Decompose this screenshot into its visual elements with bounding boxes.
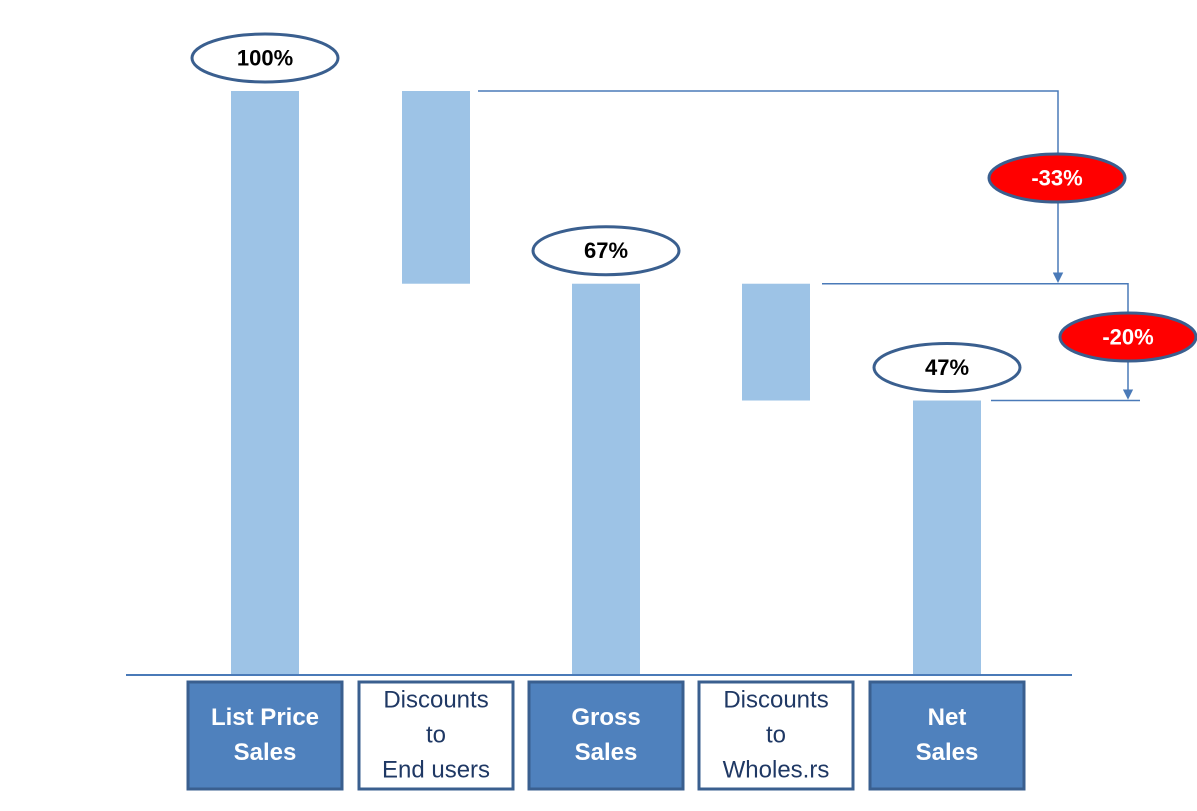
total-bar-4 <box>913 400 981 675</box>
category-label-0: List Price Sales <box>186 680 344 791</box>
value-label-text: 67% <box>584 238 628 263</box>
value-label-2: 67% <box>531 225 681 277</box>
category-label-line: Sales <box>234 739 297 766</box>
category-label-1: Discounts to End users <box>357 680 515 791</box>
category-label-line: Sales <box>575 739 638 766</box>
category-label-3: Discounts to Wholes.rs <box>697 680 855 791</box>
category-label-line: Gross <box>571 704 640 731</box>
delta-annotation-1: -20% <box>1058 311 1197 363</box>
category-box-0 <box>186 680 344 791</box>
delta-ellipse <box>987 152 1127 204</box>
value-ellipse <box>190 32 340 84</box>
category-box-4 <box>868 680 1026 791</box>
category-label-2: Gross Sales <box>527 680 685 791</box>
category-box-2 <box>527 680 685 791</box>
category-label-line: Wholes.rs <box>723 757 830 784</box>
delta-label-text: -20% <box>1102 325 1153 350</box>
value-label-text: 47% <box>925 355 969 380</box>
category-label-line: Sales <box>916 739 979 766</box>
step-bar-3 <box>742 283 810 401</box>
category-label-line: Net <box>928 704 967 731</box>
category-box-1 <box>357 680 515 791</box>
category-label-line: Discounts <box>383 687 488 714</box>
total-bar-2 <box>572 283 640 675</box>
value-ellipse <box>872 342 1022 394</box>
category-label-line: Discounts <box>723 687 828 714</box>
delta-annotation-0: -33% <box>987 152 1127 204</box>
category-label-line: End users <box>382 757 490 784</box>
delta-label-text: -33% <box>1031 166 1082 191</box>
total-bar-0 <box>231 91 299 675</box>
value-label-0: 100% <box>190 32 340 84</box>
category-box-3 <box>697 680 855 791</box>
category-label-4: Net Sales <box>868 680 1026 791</box>
category-label-line: to <box>766 722 786 749</box>
delta-ellipse <box>1058 311 1197 363</box>
value-label-4: 47% <box>872 342 1022 394</box>
delta-connector-0 <box>478 90 1064 283</box>
category-label-line: to <box>426 722 446 749</box>
category-label-line: List Price <box>211 704 319 731</box>
value-ellipse <box>531 225 681 277</box>
value-label-text: 100% <box>237 46 293 71</box>
step-bar-1 <box>402 91 470 284</box>
